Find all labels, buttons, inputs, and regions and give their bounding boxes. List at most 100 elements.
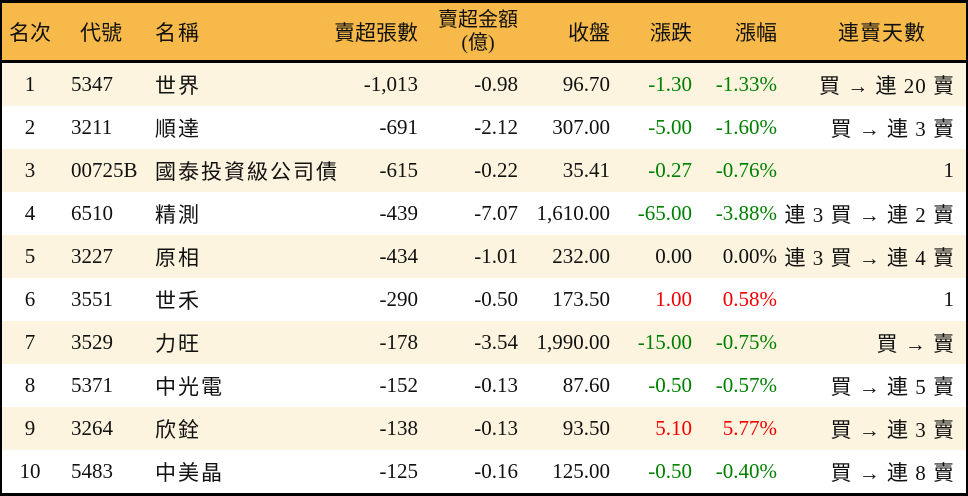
cell-stock-name: 世界 — [155, 73, 201, 98]
cell-streak-days: 連 3 買 → 連 2 賣 — [784, 202, 955, 227]
cell-streak-days: 買 → 連 3 賣 — [830, 116, 955, 141]
table-row: 10 5483 中美晶 -125 -0.16 125.00 -0.50 -0.4… — [2, 450, 966, 493]
cell-rank: 9 — [24, 416, 36, 440]
cell-change-percent: -0.57% — [715, 373, 777, 397]
cell-rank: 8 — [24, 373, 36, 397]
column-header-change: 漲跌 — [650, 20, 692, 45]
column-header-change-pct: 漲幅 — [735, 20, 777, 45]
cell-close-price: 125.00 — [552, 459, 610, 483]
cell-close-price: 35.41 — [562, 158, 610, 182]
cell-stock-code: 3227 — [71, 244, 113, 268]
cell-close-price: 307.00 — [552, 115, 610, 139]
cell-price-change: -0.50 — [648, 459, 692, 483]
cell-price-change: 1.00 — [655, 287, 692, 311]
table-row: 6 3551 世禾 -290 -0.50 173.50 1.00 0.58% 1 — [2, 278, 966, 321]
cell-rank: 6 — [24, 287, 36, 311]
cell-sell-volume: -290 — [379, 287, 419, 311]
cell-sell-amount: -1.01 — [474, 244, 518, 268]
cell-stock-name: 世禾 — [155, 288, 201, 313]
cell-change-percent: 5.77% — [722, 416, 777, 440]
table-row: 3 00725B 國泰投資級公司債 -615 -0.22 35.41 -0.27… — [2, 149, 966, 192]
cell-rank: 3 — [24, 158, 36, 182]
cell-price-change: -0.27 — [648, 158, 692, 182]
cell-price-change: -65.00 — [637, 201, 692, 225]
cell-sell-volume: -138 — [379, 416, 419, 440]
cell-change-percent: 0.58% — [722, 287, 777, 311]
cell-streak-days: 買 → 賣 — [876, 331, 955, 356]
column-header-name: 名稱 — [155, 20, 201, 45]
cell-streak-days: 買 → 連 5 賣 — [830, 374, 955, 399]
cell-sell-amount: -3.54 — [474, 330, 518, 354]
cell-change-percent: -1.33% — [715, 72, 777, 96]
cell-rank: 10 — [19, 459, 41, 483]
cell-close-price: 1,990.00 — [536, 330, 611, 354]
cell-streak-days: 買 → 連 3 賣 — [830, 417, 955, 442]
table-row: 7 3529 力旺 -178 -3.54 1,990.00 -15.00 -0.… — [2, 321, 966, 364]
cell-price-change: 5.10 — [655, 416, 692, 440]
cell-sell-amount: -2.12 — [474, 115, 518, 139]
cell-sell-amount: -0.16 — [474, 459, 518, 483]
cell-stock-code: 3264 — [71, 416, 113, 440]
cell-rank: 7 — [24, 330, 36, 354]
cell-close-price: 93.50 — [562, 416, 610, 440]
column-header-sell-amount: 賣超金額 (億) — [418, 9, 518, 55]
cell-stock-name: 欣銓 — [155, 417, 201, 442]
cell-price-change: -1.30 — [648, 72, 692, 96]
cell-stock-name: 原相 — [155, 245, 201, 270]
table-row: 1 5347 世界 -1,013 -0.98 96.70 -1.30 -1.33… — [2, 63, 966, 106]
cell-rank: 1 — [24, 72, 36, 96]
cell-sell-volume: -125 — [379, 459, 419, 483]
sell-amount-header-lines: 賣超金額 (億) — [438, 9, 518, 55]
cell-stock-code: 5483 — [71, 459, 113, 483]
sell-amount-header-line1: 賣超金額 — [438, 8, 518, 31]
cell-close-price: 173.50 — [552, 287, 610, 311]
cell-price-change: -5.00 — [648, 115, 692, 139]
cell-sell-volume: -615 — [379, 158, 419, 182]
cell-streak-days: 1 — [943, 287, 955, 311]
table-row: 8 5371 中光電 -152 -0.13 87.60 -0.50 -0.57%… — [2, 364, 966, 407]
column-header-code: 代號 — [80, 20, 122, 45]
cell-change-percent: -3.88% — [715, 201, 777, 225]
cell-streak-days: 1 — [943, 158, 955, 182]
table-header-row: 名次 代號 名稱 賣超張數 賣超金額 (億) 收盤 漲跌 漲幅 連賣天數 — [2, 3, 966, 63]
cell-change-percent: 0.00% — [722, 244, 777, 268]
cell-sell-amount: -0.13 — [474, 416, 518, 440]
cell-stock-code: 00725B — [71, 158, 138, 182]
sell-amount-header-line2: (億) — [461, 31, 495, 54]
cell-sell-amount: -0.13 — [474, 373, 518, 397]
cell-stock-name: 中美晶 — [155, 460, 224, 485]
cell-streak-days: 買 → 連 8 賣 — [830, 460, 955, 485]
cell-streak-days: 連 3 買 → 連 4 賣 — [784, 245, 955, 270]
table-row: 2 3211 順達 -691 -2.12 307.00 -5.00 -1.60%… — [2, 106, 966, 149]
cell-rank: 2 — [24, 115, 36, 139]
cell-stock-code: 6510 — [71, 201, 113, 225]
cell-price-change: -15.00 — [637, 330, 692, 354]
cell-change-percent: -1.60% — [715, 115, 777, 139]
cell-sell-volume: -152 — [379, 373, 419, 397]
cell-sell-volume: -178 — [379, 330, 419, 354]
cell-change-percent: -0.75% — [715, 330, 777, 354]
cell-stock-code: 3211 — [71, 115, 113, 139]
cell-close-price: 232.00 — [552, 244, 610, 268]
table-row: 4 6510 精測 -439 -7.07 1,610.00 -65.00 -3.… — [2, 192, 966, 235]
cell-change-percent: -0.40% — [715, 459, 777, 483]
cell-streak-days: 買 → 連 20 賣 — [819, 73, 955, 98]
cell-stock-code: 5347 — [71, 72, 113, 96]
cell-stock-code: 5371 — [71, 373, 113, 397]
cell-price-change: -0.50 — [648, 373, 692, 397]
column-header-streak: 連賣天數 — [838, 20, 926, 45]
cell-sell-volume: -434 — [379, 244, 419, 268]
cell-rank: 5 — [24, 244, 36, 268]
table-body: 1 5347 世界 -1,013 -0.98 96.70 -1.30 -1.33… — [2, 63, 966, 493]
cell-sell-amount: -7.07 — [474, 201, 518, 225]
cell-sell-amount: -0.50 — [474, 287, 518, 311]
cell-stock-code: 3551 — [71, 287, 113, 311]
cell-close-price: 1,610.00 — [536, 201, 611, 225]
cell-stock-name: 國泰投資級公司債 — [155, 159, 339, 184]
column-header-close: 收盤 — [568, 20, 610, 45]
cell-stock-name: 順達 — [155, 116, 201, 141]
table-row: 5 3227 原相 -434 -1.01 232.00 0.00 0.00% 連… — [2, 235, 966, 278]
cell-change-percent: -0.76% — [715, 158, 777, 182]
cell-sell-amount: -0.98 — [474, 72, 518, 96]
